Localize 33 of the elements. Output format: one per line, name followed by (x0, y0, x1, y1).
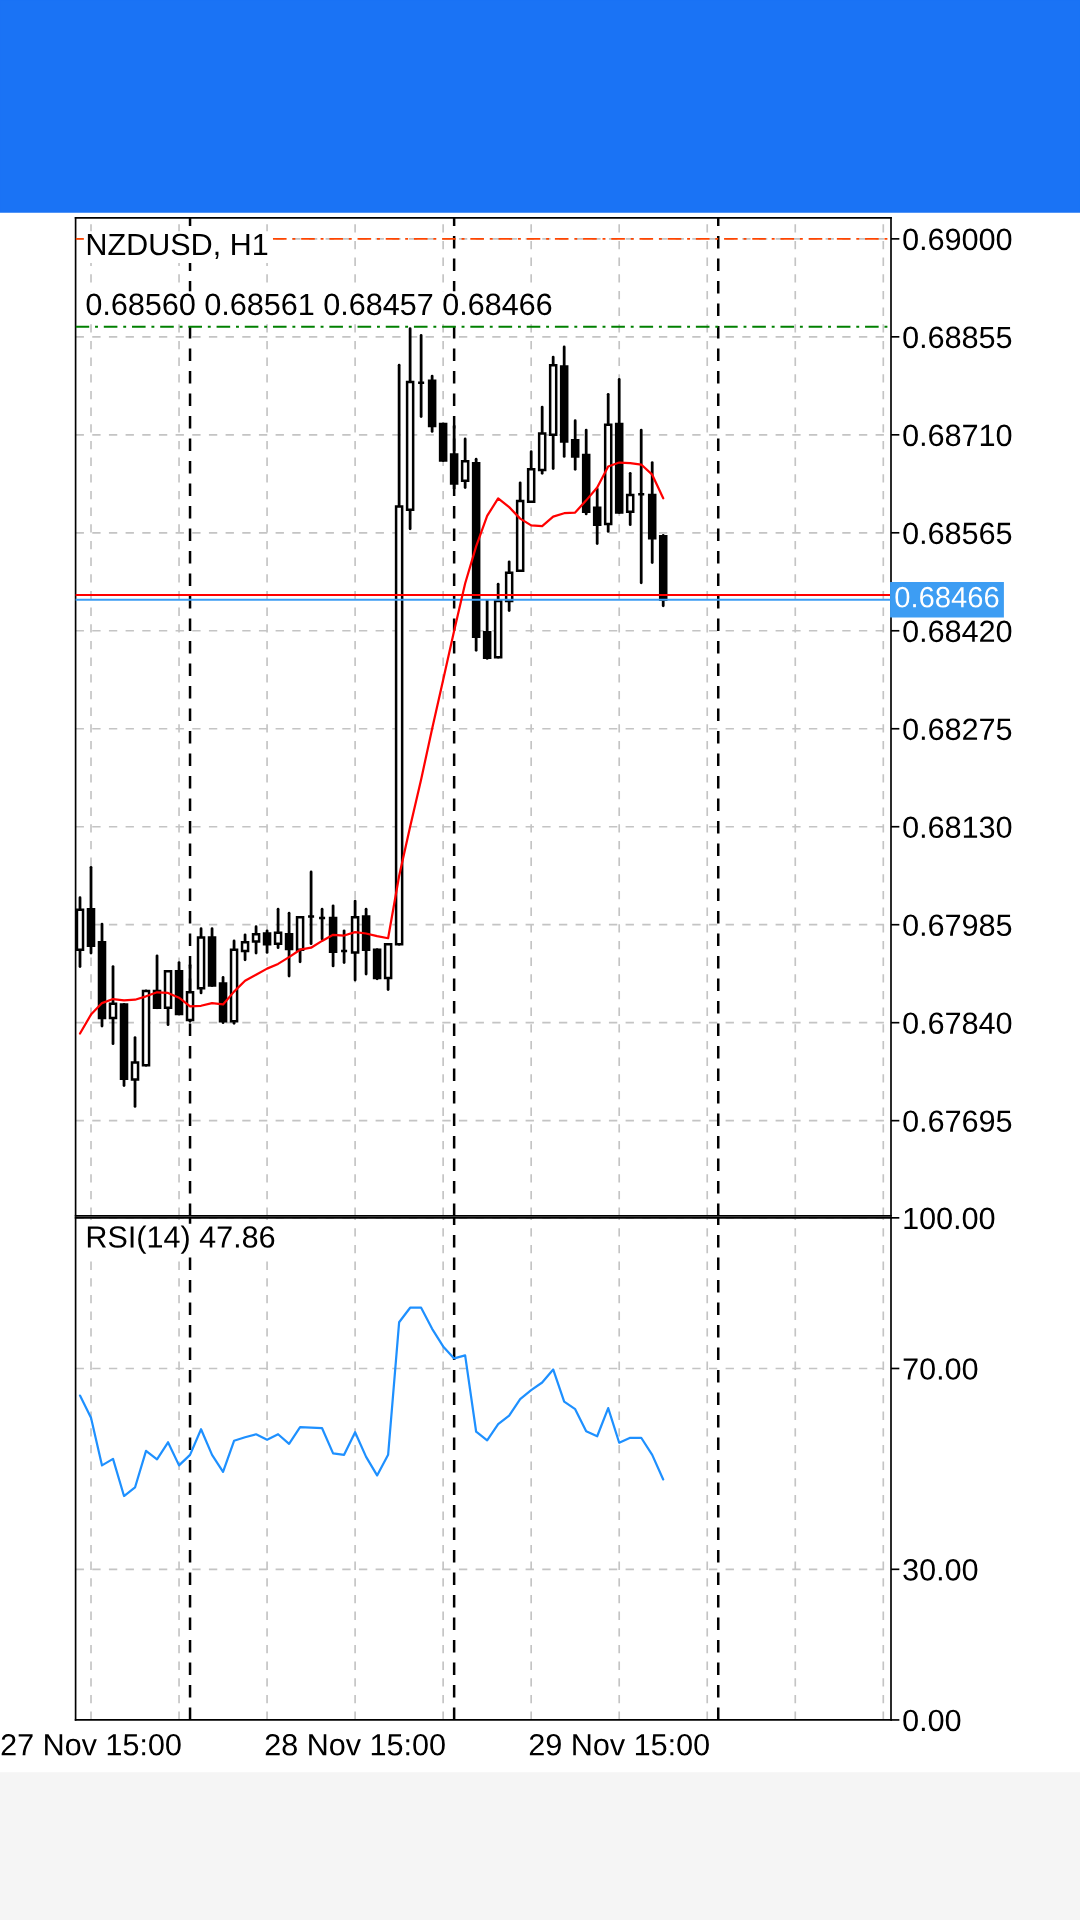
candlestick (273, 907, 283, 950)
y-tick-label: 0.68710 (903, 424, 1012, 447)
y-tick-label: 0.00 (903, 1709, 961, 1732)
candlestick (460, 437, 470, 489)
y-tick-label: 0.67985 (903, 914, 1012, 937)
x-tick-label: 28 Nov 15:00 (265, 1733, 445, 1756)
candlestick (262, 929, 272, 954)
y-tick-label: 0.67840 (903, 1012, 1012, 1035)
chart-title: RSI(14) 47.86 (87, 1225, 275, 1254)
ref-line-label: 0.68466 (895, 586, 999, 608)
y-tick-label: 0.68275 (903, 718, 1012, 741)
y-tick-label: 30.00 (903, 1559, 978, 1581)
candlestick (284, 911, 294, 978)
y-tick-label: 0.67695 (903, 1110, 1012, 1133)
chart-title: NZDUSD, H1 (87, 233, 268, 259)
y-tick-label: 100.00 (904, 1207, 995, 1230)
y-tick-label: 0.69000 (903, 228, 1012, 251)
text: 0.68560 0.68561 0.68457 0.68466 (86, 293, 552, 316)
x-tick-label: 29 Nov 15:00 (529, 1733, 709, 1756)
candlestick (130, 1036, 140, 1108)
candlestick (108, 965, 118, 1046)
x-tick-label: 27 Nov 15:00 (1, 1733, 181, 1756)
line-series (78, 1306, 665, 1498)
y-tick-label: 0.68420 (903, 620, 1012, 643)
candlestick (592, 487, 602, 545)
candlestick (251, 925, 261, 955)
candlestick (240, 933, 250, 962)
candlestick (570, 419, 580, 471)
y-tick-label: 0.68130 (903, 816, 1012, 839)
y-tick-label: 0.68855 (903, 326, 1012, 349)
y-tick-label: 70.00 (903, 1358, 978, 1380)
y-tick-label: 0.68565 (903, 522, 1012, 545)
candlestick (625, 471, 635, 527)
